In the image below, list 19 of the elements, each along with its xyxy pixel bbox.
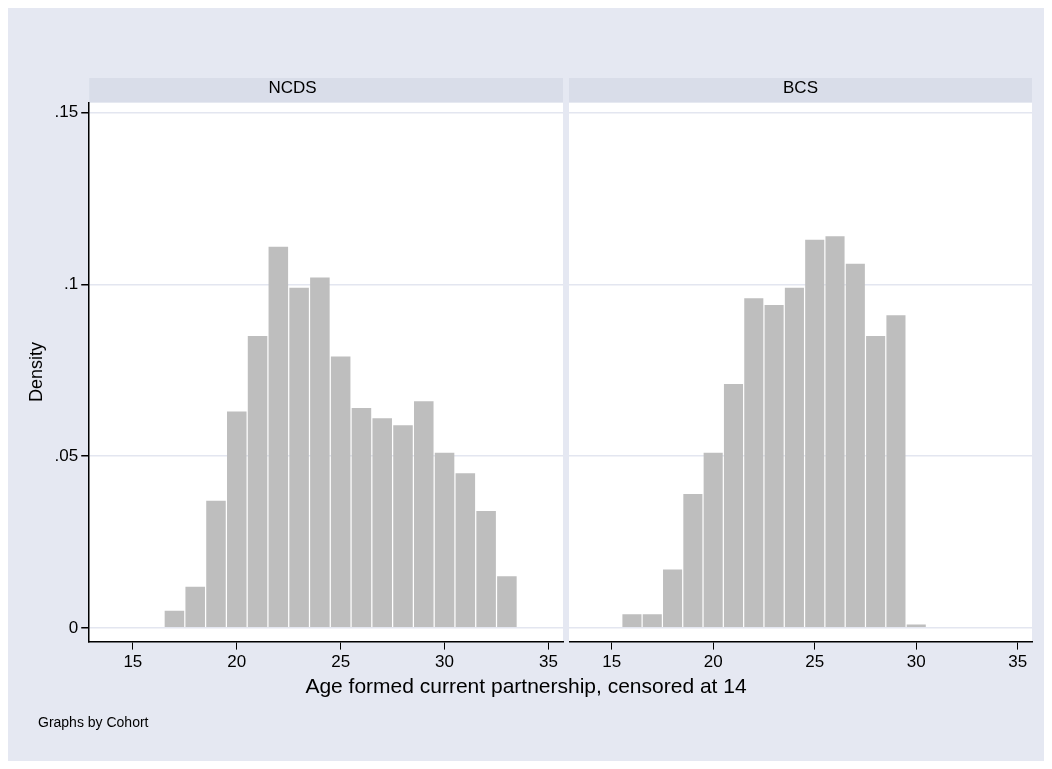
y-tick-label: .05 bbox=[54, 445, 79, 465]
y-tick-label: .15 bbox=[54, 102, 79, 122]
x-tick-label: 35 bbox=[538, 652, 558, 672]
x-tick-label: 15 bbox=[602, 652, 622, 672]
x-axis-title: Age formed current partnership, censored at 14 bbox=[304, 674, 748, 698]
y-tick-label: .1 bbox=[64, 274, 79, 294]
x-tick-label: 35 bbox=[1008, 652, 1028, 672]
x-tick-label: 20 bbox=[703, 652, 723, 672]
x-tick-label: 30 bbox=[435, 652, 455, 672]
x-tick-label: 30 bbox=[906, 652, 926, 672]
y-axis-title: Density bbox=[25, 341, 46, 403]
x-tick-label: 25 bbox=[331, 652, 351, 672]
chart-title: NCDS bbox=[268, 77, 317, 97]
x-tick-label: 25 bbox=[805, 652, 825, 672]
text: Graphs by Cohort bbox=[38, 714, 149, 730]
x-tick-label: 20 bbox=[227, 652, 247, 672]
y-tick-label: 0 bbox=[68, 617, 79, 637]
x-tick-label: 15 bbox=[123, 652, 143, 672]
chart-title: BCS bbox=[783, 77, 818, 97]
